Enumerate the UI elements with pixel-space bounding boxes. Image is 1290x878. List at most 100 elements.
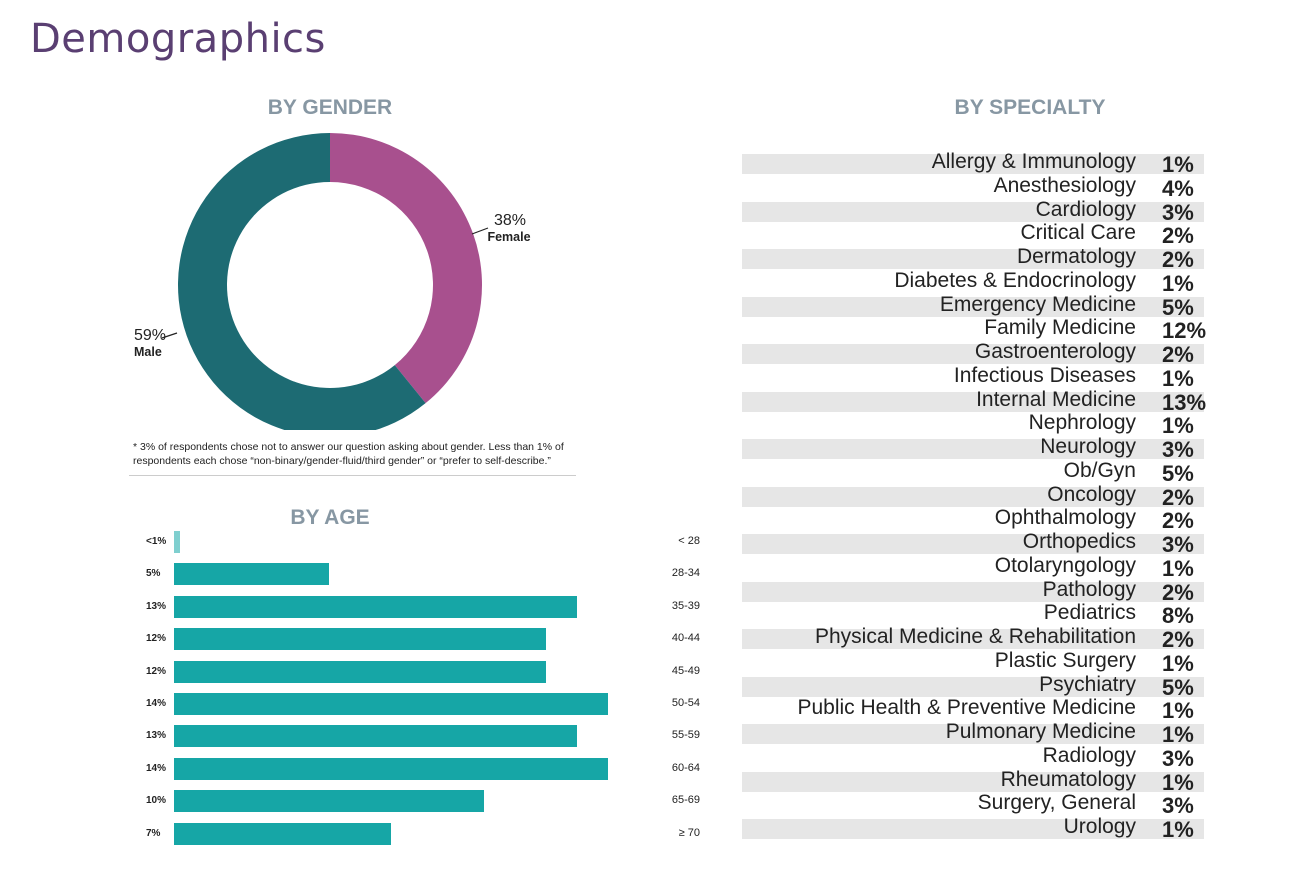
- specialty-label: Nephrology: [1028, 411, 1136, 435]
- age-bar: [174, 595, 577, 618]
- specialty-value: 2%: [1162, 484, 1194, 510]
- age-value-label: 12%: [146, 633, 167, 645]
- age-value-label: 5%: [146, 568, 161, 580]
- specialty-row: Dermatology 2%: [742, 245, 1204, 272]
- specialty-row: Oncology 2%: [742, 483, 1204, 510]
- specialty-label: Neurology: [1040, 435, 1136, 458]
- specialty-label: Pulmonary Medicine: [945, 720, 1136, 743]
- specialty-label: Cardiology: [1035, 197, 1136, 221]
- specialty-row: Ophthalmology 2%: [742, 506, 1204, 533]
- specialty-row: Rheumatology 1%: [742, 768, 1204, 795]
- specialty-label: Plastic Surgery: [994, 648, 1136, 672]
- specialty-value: 1%: [1162, 152, 1194, 177]
- specialty-value: 12%: [1162, 318, 1207, 344]
- specialty-chart-title: BY SPECIALTY: [954, 96, 1106, 119]
- age-bar-row: 55-59 13%: [0, 725, 700, 748]
- specialty-row: Emergency Medicine 5%: [742, 293, 1204, 320]
- specialty-label: Physical Medicine & Rehabilitation: [815, 625, 1136, 648]
- age-category-label: 35-39: [671, 599, 700, 612]
- specialty-row: Nephrology 1%: [742, 411, 1204, 438]
- specialty-label: Urology: [1063, 815, 1136, 838]
- specialty-row: Surgery, General 3%: [742, 791, 1204, 818]
- age-category-label: 40-44: [671, 632, 700, 645]
- gender-chart-title: BY GENDER: [267, 96, 393, 119]
- age-category-label: 45-49: [671, 664, 700, 677]
- specialty-value: 1%: [1162, 413, 1194, 439]
- female-label: Female: [487, 230, 530, 244]
- specialty-row: Radiology 3%: [742, 744, 1204, 771]
- age-bar: [174, 725, 577, 748]
- specialty-row: Public Health & Preventive Medicine 1%: [742, 696, 1204, 723]
- age-bar-row: 65-69 10%: [0, 790, 700, 813]
- specialty-label: Otolaryngology: [994, 553, 1136, 577]
- specialty-row: Orthopedics 3%: [742, 530, 1204, 557]
- specialty-value: 3%: [1162, 437, 1194, 462]
- specialty-value: 1%: [1162, 270, 1194, 296]
- age-category-label: 65-69: [671, 794, 700, 807]
- specialty-row: Allergy & Immunology 1%: [742, 150, 1204, 177]
- age-bar: [174, 660, 546, 683]
- specialty-value: 3%: [1162, 745, 1194, 771]
- specialty-row: Cardiology 3%: [742, 198, 1204, 225]
- specialty-label: Family Medicine: [984, 316, 1136, 340]
- age-category-label: < 28: [678, 535, 700, 547]
- age-bar-row: 40-44 12%: [0, 628, 700, 651]
- specialty-row: Gastroenterology 2%: [742, 340, 1204, 367]
- specialty-row: Pulmonary Medicine 1%: [742, 720, 1204, 747]
- female-leader-line: [471, 227, 489, 235]
- age-value-label: 10%: [146, 795, 167, 807]
- age-category-label: 60-64: [671, 761, 700, 774]
- specialty-label: Gastroenterology: [974, 340, 1136, 363]
- specialty-label: Internal Medicine: [976, 387, 1136, 411]
- age-bar: [174, 757, 608, 780]
- specialty-value: 1%: [1162, 769, 1194, 795]
- specialty-row: Neurology 3%: [742, 435, 1204, 462]
- age-bar-row: 35-39 13%: [0, 595, 700, 618]
- age-value-label: 7%: [146, 827, 161, 839]
- age-bar-row: 60-64 14%: [0, 757, 700, 780]
- specialty-value: 4%: [1162, 175, 1194, 201]
- age-bar: [174, 531, 181, 553]
- specialty-value: 2%: [1162, 342, 1194, 367]
- specialty-value: 1%: [1162, 722, 1194, 747]
- male-percent-label: 59%: [134, 327, 166, 344]
- specialty-label: Rheumatology: [1000, 767, 1136, 791]
- specialty-value: 1%: [1162, 698, 1194, 724]
- specialty-row: Ob/Gyn 5%: [742, 459, 1204, 486]
- specialty-value: 3%: [1162, 532, 1194, 557]
- specialty-label: Radiology: [1042, 743, 1136, 767]
- age-category-label: 50-54: [671, 697, 700, 709]
- specialty-row: Plastic Surgery 1%: [742, 649, 1204, 676]
- specialty-value: 5%: [1162, 294, 1194, 320]
- donut-slice-male: [178, 133, 426, 430]
- specialty-row: Pathology 2%: [742, 578, 1204, 605]
- specialty-label: Anesthesiology: [993, 173, 1136, 197]
- divider: [129, 475, 576, 476]
- age-bar-row: 45-49 12%: [0, 660, 700, 683]
- specialty-value: 5%: [1162, 460, 1194, 486]
- age-value-label: 14%: [146, 762, 167, 774]
- age-bar-row: < 28 <1%: [0, 531, 700, 553]
- specialty-row: Physical Medicine & Rehabilitation 2%: [742, 625, 1204, 652]
- specialty-value: 2%: [1162, 508, 1194, 534]
- specialty-label: Pathology: [1042, 577, 1136, 601]
- gender-footnote: * 3% of respondents chose not to answer …: [133, 441, 564, 467]
- age-bar: [174, 628, 546, 651]
- specialty-value: 1%: [1162, 650, 1194, 676]
- specialty-row: Critical Care 2%: [742, 221, 1204, 248]
- specialty-value: 2%: [1162, 579, 1194, 605]
- donut-slice-female: [330, 133, 482, 404]
- specialty-label: Ophthalmology: [994, 506, 1136, 530]
- specialty-label: Orthopedics: [1022, 530, 1136, 553]
- specialty-row: Otolaryngology 1%: [742, 554, 1204, 581]
- age-value-label: 13%: [146, 730, 167, 742]
- specialty-row: Pediatrics 8%: [742, 601, 1204, 628]
- specialty-value: 2%: [1162, 627, 1194, 652]
- age-value-label: <1%: [146, 536, 167, 547]
- specialty-row: Family Medicine 12%: [742, 316, 1206, 343]
- specialty-value: 3%: [1162, 793, 1194, 819]
- specialty-value: 2%: [1162, 223, 1194, 249]
- age-value-label: 14%: [146, 698, 167, 709]
- age-chart-title: BY AGE: [290, 506, 370, 529]
- age-bar: [174, 563, 329, 586]
